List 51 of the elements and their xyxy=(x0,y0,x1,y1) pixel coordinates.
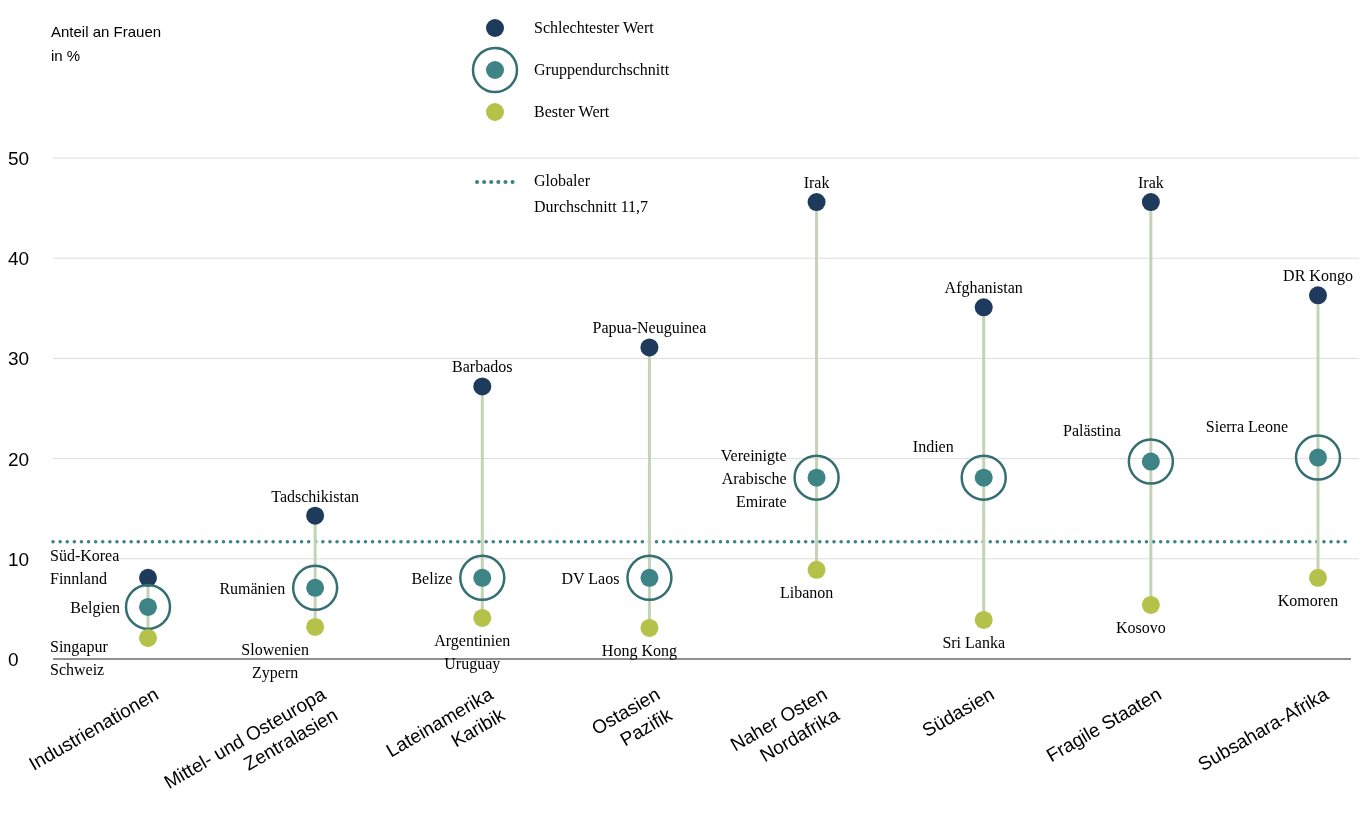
y-tick-label: 50 xyxy=(8,148,30,169)
annotation: Papua-Neuguinea xyxy=(592,319,707,338)
annotation: Argentinien Uruguay xyxy=(434,631,511,673)
point xyxy=(1141,193,1160,212)
annotation: DV Laos xyxy=(561,569,620,587)
legend-label: Gruppendurchschnitt xyxy=(534,61,670,79)
annotation: Belgien xyxy=(70,598,120,617)
point xyxy=(473,608,492,627)
annotation: Rumänien xyxy=(219,579,286,597)
y-tick-label: 30 xyxy=(8,348,30,370)
point xyxy=(1309,286,1327,305)
point xyxy=(807,560,826,579)
legend-label: Schlechtester Wert xyxy=(534,19,655,36)
point xyxy=(139,568,157,587)
point xyxy=(640,618,659,637)
point xyxy=(640,338,659,357)
point xyxy=(306,506,325,525)
annotation: Palästina xyxy=(1063,421,1121,439)
annotation: Kosovo xyxy=(1115,618,1166,636)
annotation: Indien xyxy=(912,437,954,455)
annotation: Irak xyxy=(803,174,830,192)
annotation: Vereinigte Arabische Emirate xyxy=(720,446,787,510)
text: Anteil an Frauen in % xyxy=(51,23,162,64)
point xyxy=(974,298,993,317)
annotation: Süd-Korea Finnland xyxy=(50,546,120,587)
legend-label: Globaler Durchschnitt 11,7 xyxy=(534,172,649,215)
annotation: Singapur Schweiz xyxy=(50,637,109,678)
annotation: Sri Lanka xyxy=(942,633,1006,651)
point xyxy=(473,377,492,396)
point xyxy=(974,610,993,629)
legend-label: Bester Wert xyxy=(534,103,610,120)
point xyxy=(807,193,826,212)
annotation: Irak xyxy=(1137,174,1164,192)
y-tick-label: 0 xyxy=(8,649,19,670)
point xyxy=(139,628,157,647)
point xyxy=(306,617,325,636)
annotation: Hong Kong xyxy=(601,641,677,660)
annotation: Tadschikistan xyxy=(271,487,360,505)
annotation: Belize xyxy=(411,569,453,587)
point xyxy=(1141,595,1160,614)
point xyxy=(1309,568,1327,587)
annotation: Libanon xyxy=(779,583,834,601)
y-tick-label: 20 xyxy=(8,448,30,470)
y-tick-label: 10 xyxy=(8,548,30,570)
annotation: Afghanistan xyxy=(944,279,1023,298)
annotation: Slowenien Zypern xyxy=(241,640,309,682)
annotation: Barbados xyxy=(452,358,513,376)
annotation: Sierra Leone xyxy=(1205,417,1288,435)
annotation: Komoren xyxy=(1277,591,1339,609)
annotation: DR Kongo xyxy=(1283,267,1353,286)
y-tick-label: 40 xyxy=(8,248,30,270)
